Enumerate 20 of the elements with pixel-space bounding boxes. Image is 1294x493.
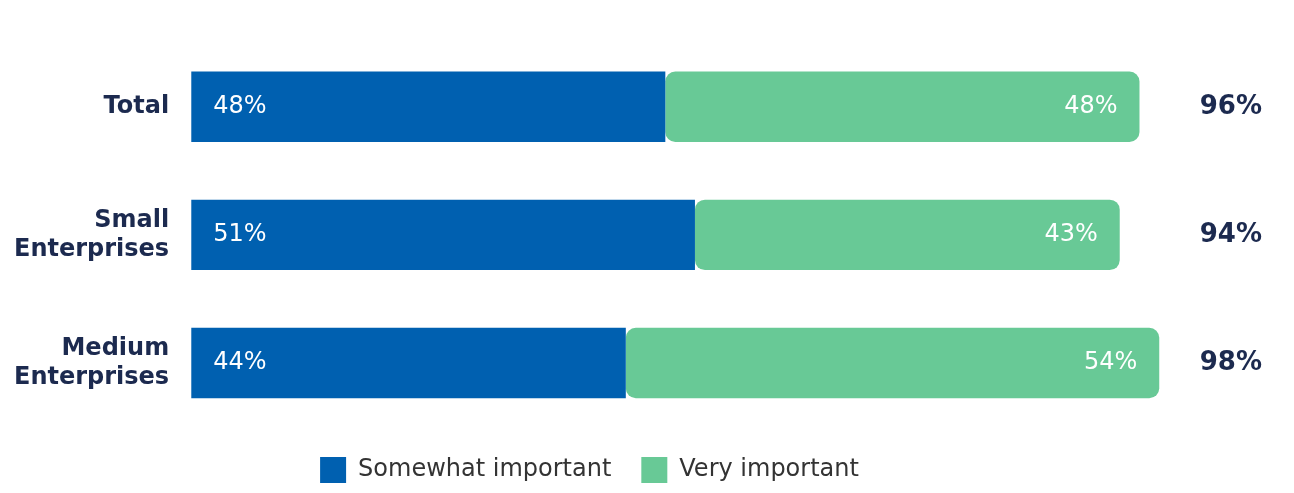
data-label: 54% <box>1083 347 1138 376</box>
bar <box>191 199 695 271</box>
data-label: 44% <box>213 347 267 376</box>
total-label: 98% <box>1199 345 1262 376</box>
bar <box>665 71 1140 143</box>
total-label: 94% <box>1199 217 1262 248</box>
data-label: 48% <box>213 91 267 120</box>
legend-label: Somewhat important <box>358 454 612 483</box>
bar <box>694 199 1120 271</box>
data-label: 51% <box>213 219 267 248</box>
bar <box>191 71 666 143</box>
bar <box>191 327 626 399</box>
y-tick-label: Small Enterprises <box>14 204 170 262</box>
y-tick-label: Total <box>103 91 170 120</box>
data-label: 43% <box>1044 219 1098 248</box>
bar <box>625 327 1160 399</box>
data-label: 48% <box>1064 91 1118 120</box>
legend-label: Very important <box>679 454 859 483</box>
total-label: 96% <box>1199 89 1262 120</box>
y-tick-label: Medium Enterprises <box>14 332 170 390</box>
